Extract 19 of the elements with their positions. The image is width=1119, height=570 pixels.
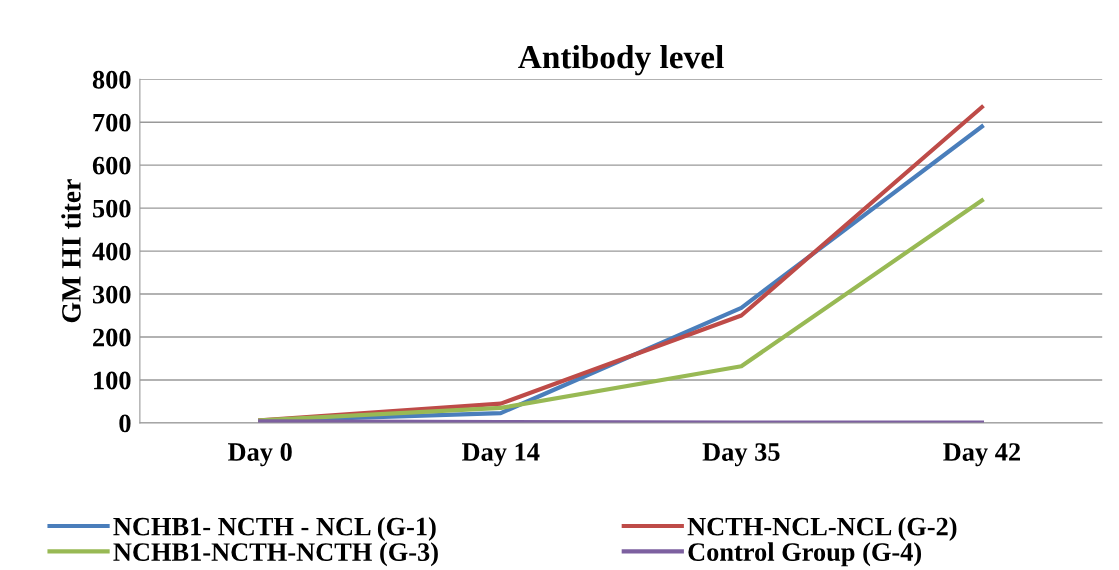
- legend-label: NCTH-NCL-NCL (G-2): [687, 516, 957, 541]
- x-tick-label: Day 14: [462, 443, 540, 467]
- legend-label: NCHB1- NCTH - NCL (G-1): [113, 516, 436, 541]
- y-tick-label: 700: [93, 113, 131, 132]
- y-tick-label: 300: [92, 285, 131, 304]
- y-tick-label: 600: [92, 156, 131, 175]
- chart-title: Antibody level: [518, 44, 724, 76]
- y-tick-label: 200: [93, 328, 131, 347]
- y-tick-label: 500: [93, 199, 131, 218]
- y-axis-title: GM HI titer: [61, 179, 81, 323]
- x-tick-label: Day 42: [943, 443, 1020, 467]
- y-tick-label: 800: [92, 70, 131, 89]
- y-tick-label: 100: [94, 371, 131, 390]
- y-tick-label: 400: [92, 242, 131, 261]
- x-tick-label: Day 0: [228, 443, 292, 467]
- legend-label: NCHB1-NCTH-NCTH (G-3): [113, 542, 438, 567]
- x-tick-label: Day 35: [702, 443, 780, 467]
- legend-label: Control Group (G-4): [688, 542, 922, 567]
- y-tick-label: 0: [119, 414, 131, 433]
